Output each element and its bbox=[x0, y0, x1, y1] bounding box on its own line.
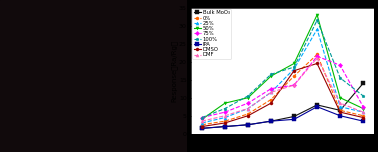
Bulk MoO₃ bbox=[292, 116, 296, 117]
75% bbox=[338, 64, 342, 66]
DMSO bbox=[246, 115, 250, 117]
Line: 25%: 25% bbox=[200, 28, 365, 124]
0% bbox=[200, 124, 204, 126]
X-axis label: Temperature (°C): Temperature (°C) bbox=[245, 144, 320, 152]
DMSO bbox=[292, 70, 296, 72]
IPA bbox=[361, 120, 366, 122]
DMF bbox=[361, 111, 366, 113]
DMSO bbox=[315, 63, 319, 64]
50% bbox=[246, 97, 250, 99]
DMF bbox=[200, 120, 204, 122]
Line: DMF: DMF bbox=[200, 57, 365, 123]
0% bbox=[223, 120, 227, 122]
Line: 50%: 50% bbox=[200, 13, 365, 121]
50% bbox=[223, 102, 227, 104]
DMF bbox=[338, 102, 342, 104]
Line: IPA: IPA bbox=[200, 105, 365, 130]
0% bbox=[338, 109, 342, 111]
100% bbox=[246, 95, 250, 97]
IPA bbox=[223, 126, 227, 128]
DMSO bbox=[269, 102, 273, 104]
75% bbox=[246, 102, 250, 104]
0% bbox=[292, 75, 296, 77]
IPA bbox=[315, 106, 319, 108]
DMF bbox=[292, 84, 296, 86]
Bulk MoO₃ bbox=[338, 109, 342, 111]
DMF bbox=[269, 91, 273, 93]
0% bbox=[361, 115, 366, 117]
Bulk MoO₃ bbox=[269, 120, 273, 122]
IPA bbox=[200, 127, 204, 129]
Bulk MoO₃ bbox=[246, 124, 250, 126]
25% bbox=[269, 91, 273, 93]
Bulk MoO₃ bbox=[361, 82, 366, 84]
0% bbox=[269, 99, 273, 100]
DMSO bbox=[338, 111, 342, 113]
25% bbox=[338, 106, 342, 108]
Line: 100%: 100% bbox=[200, 19, 365, 119]
Line: 75%: 75% bbox=[200, 55, 365, 119]
100% bbox=[338, 77, 342, 79]
DMF bbox=[223, 115, 227, 117]
IPA bbox=[246, 124, 250, 126]
DMSO bbox=[361, 117, 366, 118]
75% bbox=[361, 106, 366, 108]
25% bbox=[223, 117, 227, 118]
75% bbox=[292, 84, 296, 86]
100% bbox=[200, 117, 204, 118]
100% bbox=[315, 19, 319, 21]
DMF bbox=[315, 57, 319, 59]
Y-axis label: Response（Ra/Rg）: Response（Ra/Rg） bbox=[171, 40, 177, 102]
50% bbox=[361, 108, 366, 109]
Line: 0%: 0% bbox=[200, 53, 365, 126]
Line: DMSO: DMSO bbox=[200, 62, 365, 128]
75% bbox=[269, 88, 273, 90]
Bulk MoO₃ bbox=[223, 126, 227, 128]
DMSO bbox=[200, 126, 204, 128]
25% bbox=[315, 28, 319, 30]
100% bbox=[361, 95, 366, 97]
IPA bbox=[269, 120, 273, 122]
100% bbox=[269, 73, 273, 75]
0% bbox=[315, 54, 319, 55]
100% bbox=[223, 108, 227, 109]
Line: Bulk MoO₃: Bulk MoO₃ bbox=[200, 82, 365, 130]
25% bbox=[292, 68, 296, 70]
75% bbox=[315, 55, 319, 57]
25% bbox=[361, 111, 366, 113]
IPA bbox=[338, 115, 342, 117]
50% bbox=[292, 63, 296, 64]
50% bbox=[269, 75, 273, 77]
75% bbox=[200, 117, 204, 118]
DMSO bbox=[223, 122, 227, 124]
50% bbox=[200, 118, 204, 120]
DMF bbox=[246, 108, 250, 109]
25% bbox=[246, 108, 250, 109]
Bulk MoO₃ bbox=[200, 127, 204, 129]
100% bbox=[292, 66, 296, 68]
Bulk MoO₃ bbox=[315, 104, 319, 106]
50% bbox=[315, 14, 319, 16]
75% bbox=[223, 111, 227, 113]
50% bbox=[338, 97, 342, 99]
Legend: Bulk MoO₃, 0%, 25%, 50%, 75%, 100%, IPA, DMSO, DMF: Bulk MoO₃, 0%, 25%, 50%, 75%, 100%, IPA,… bbox=[192, 9, 231, 59]
0% bbox=[246, 113, 250, 115]
IPA bbox=[292, 118, 296, 120]
25% bbox=[200, 122, 204, 124]
